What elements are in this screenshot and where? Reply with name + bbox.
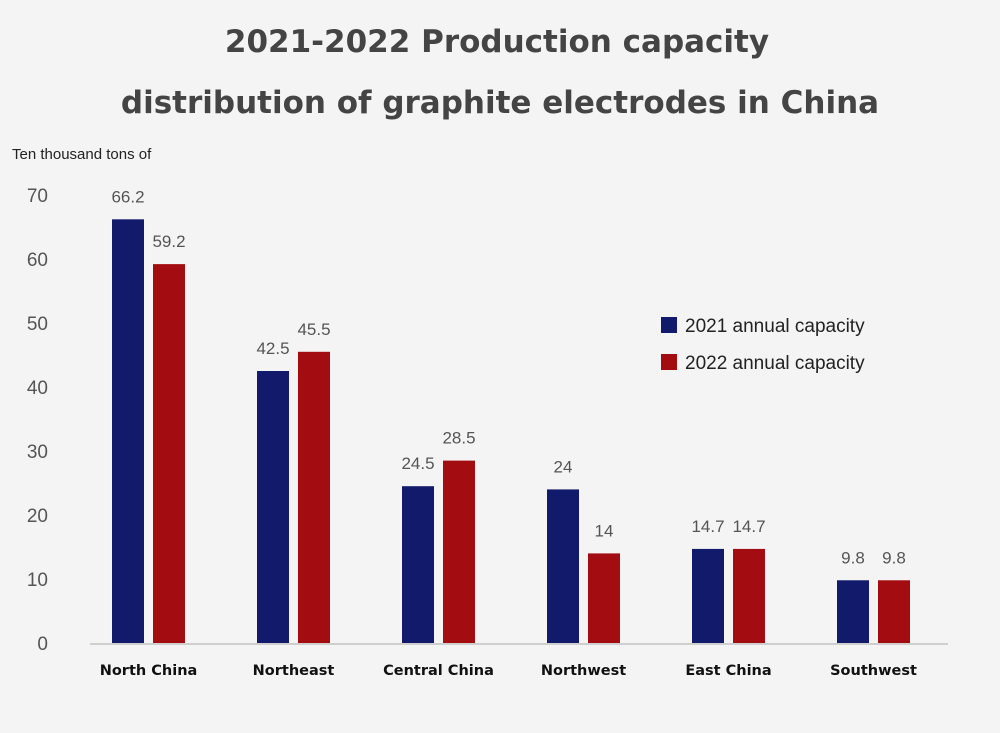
bar-2021: [402, 486, 434, 643]
bar-2022: [443, 460, 475, 643]
data-label: 59.2: [152, 232, 185, 251]
data-label: 24.5: [401, 454, 434, 473]
chart-subtitle: distribution of graphite electrodes in C…: [121, 85, 879, 121]
bar-2022: [298, 351, 330, 643]
legend-swatch: [661, 317, 677, 333]
bar-2021: [547, 489, 579, 643]
data-label: 9.8: [841, 548, 865, 567]
legend-label: 2021 annual capacity: [685, 316, 865, 337]
data-label: 45.5: [297, 320, 330, 339]
bar-2021: [837, 580, 869, 643]
y-axis-unit-label: Ten thousand tons of: [12, 146, 152, 163]
x-tick-label: North China: [100, 663, 198, 679]
x-tick-label: East China: [685, 663, 771, 679]
bar-2022: [733, 548, 765, 643]
x-tick-label: Southwest: [830, 663, 917, 679]
y-tick-label: 20: [27, 506, 48, 527]
data-label: 24: [554, 457, 573, 476]
data-label: 14.7: [691, 517, 724, 536]
y-tick-label: 30: [27, 442, 48, 463]
legend: 2021 annual capacity 2022 annual capacity: [661, 316, 865, 374]
bars: [112, 219, 910, 643]
bar-2021: [257, 371, 289, 643]
bar-2022: [153, 264, 185, 643]
y-tick-label: 70: [27, 186, 48, 207]
data-label: 9.8: [882, 548, 906, 567]
x-tick-label: Northwest: [541, 663, 626, 679]
data-label: 14.7: [732, 517, 765, 536]
y-tick-label: 50: [27, 314, 48, 335]
y-tick-label: 10: [27, 570, 48, 591]
chart-title: 2021-2022 Production capacity: [225, 24, 769, 60]
legend-label: 2022 annual capacity: [685, 353, 865, 374]
x-axis: North China Northeast Central China Northwe…: [100, 663, 917, 679]
data-label: 14: [595, 521, 614, 540]
y-axis: 0 10 20 30 40 50 60 70: [27, 186, 48, 655]
y-tick-label: 40: [27, 378, 48, 399]
data-label: 66.2: [111, 187, 144, 206]
bar-2022: [878, 580, 910, 643]
x-tick-label: Northeast: [253, 663, 335, 679]
y-tick-label: 0: [37, 634, 48, 655]
bar-2022: [588, 553, 620, 643]
data-label: 42.5: [256, 339, 289, 358]
data-labels: 66.2 59.2 42.5 45.5 24.5 28.5 24 14 14.7 14.7 9.8 9…: [111, 187, 905, 567]
legend-swatch: [661, 354, 677, 370]
bar-2021: [112, 219, 144, 643]
data-label: 28.5: [442, 429, 475, 448]
bar-2021: [692, 548, 724, 643]
x-tick-label: Central China: [383, 663, 494, 679]
y-tick-label: 60: [27, 250, 48, 271]
